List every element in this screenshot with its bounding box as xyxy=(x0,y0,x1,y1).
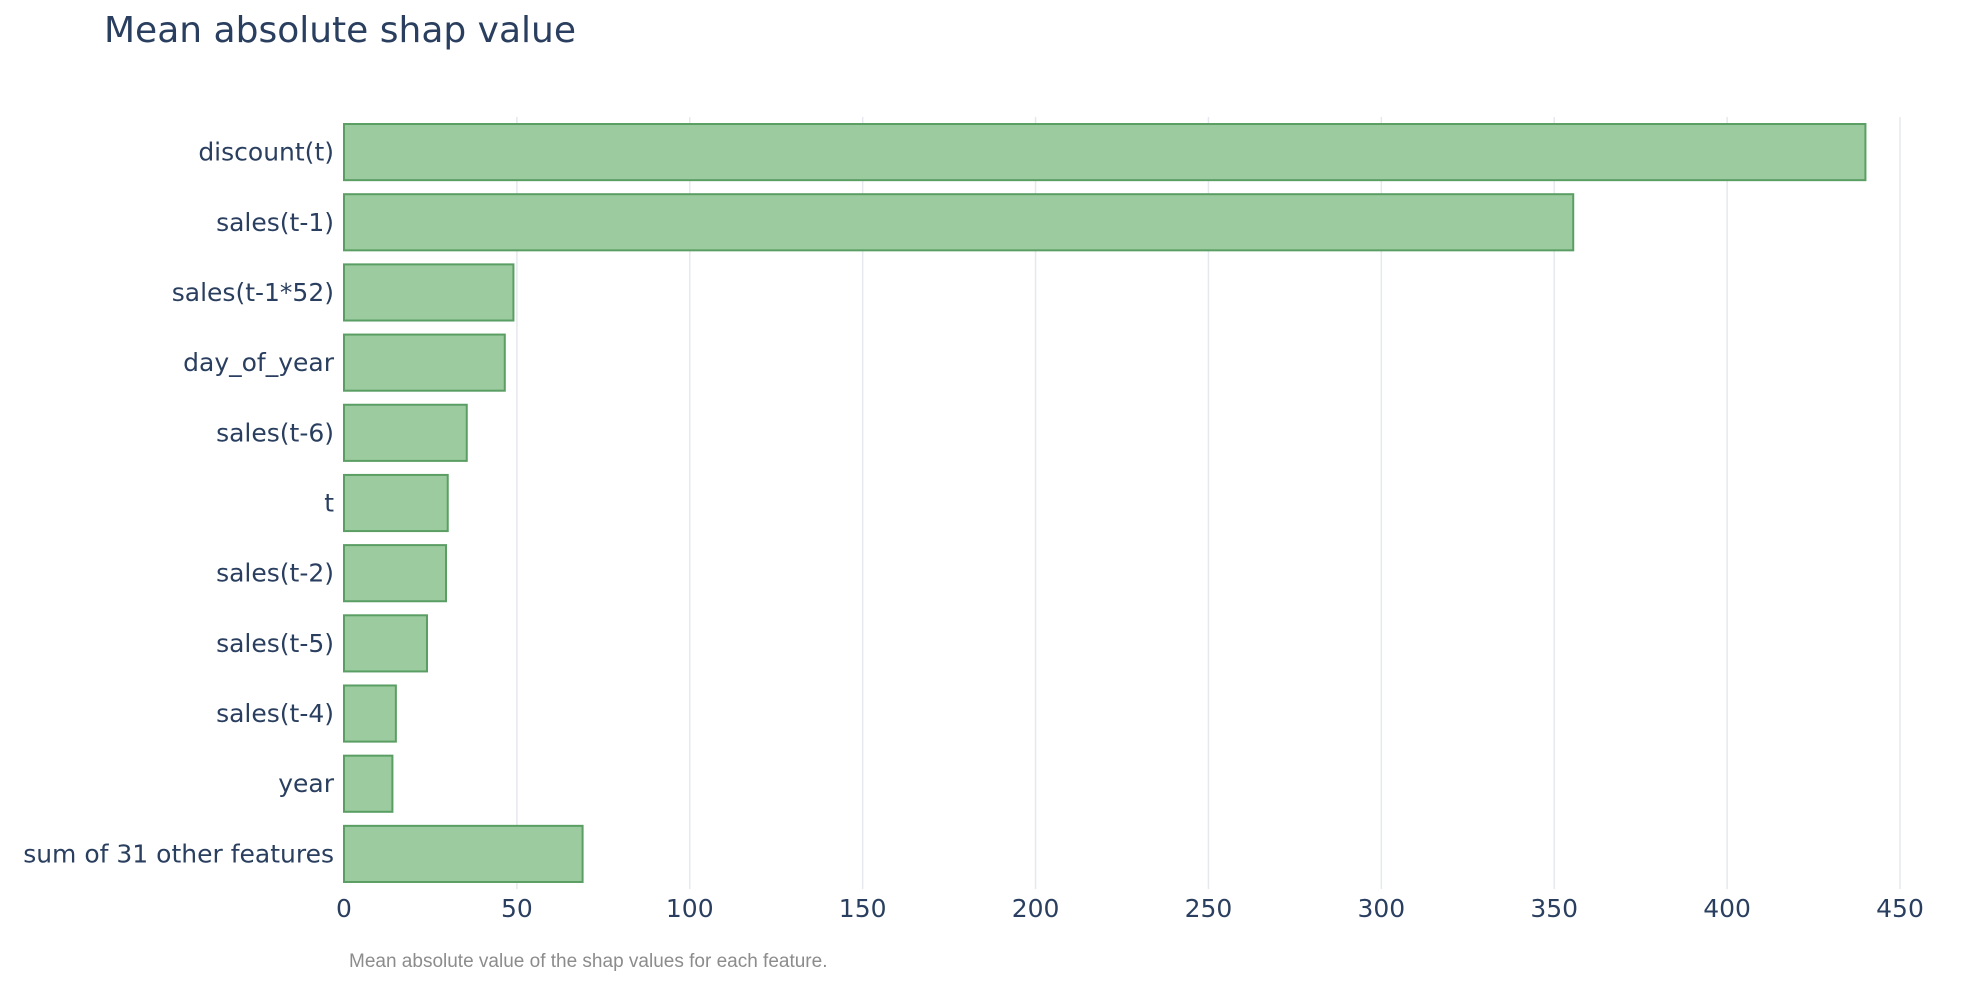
bar xyxy=(343,473,449,533)
y-tick-label: t xyxy=(324,489,334,518)
bars xyxy=(343,123,1867,883)
y-tick-label: sales(t-5) xyxy=(216,629,334,658)
y-tick-label: sales(t-1) xyxy=(216,208,334,237)
y-tick-label: year xyxy=(278,769,334,798)
bar xyxy=(343,193,1575,252)
y-axis-labels: discount(t) sales(t-1) sales(t-1*52) day_of… xyxy=(23,138,335,869)
x-tick-label: 0 xyxy=(336,894,352,923)
bar xyxy=(343,123,1867,182)
x-tick-label: 400 xyxy=(1703,894,1751,923)
x-tick-label: 100 xyxy=(666,894,714,923)
bar xyxy=(343,684,397,743)
chart-title: Mean absolute shap value xyxy=(104,10,577,51)
y-tick-label: sales(t-6) xyxy=(216,418,334,447)
chart-note: Mean absolute value of the shap values f… xyxy=(349,951,828,972)
y-tick-label: sales(t-1*52) xyxy=(172,278,334,307)
x-tick-label: 50 xyxy=(501,894,533,923)
x-tick-label: 350 xyxy=(1530,894,1578,923)
bar xyxy=(343,333,506,392)
y-tick-label: sum of 31 other features xyxy=(23,839,334,868)
bar xyxy=(343,824,584,883)
y-tick-label: discount(t) xyxy=(198,138,334,167)
bar xyxy=(343,754,394,813)
bar xyxy=(343,263,515,322)
y-tick-label: sales(t-4) xyxy=(216,699,334,728)
x-tick-label: 250 xyxy=(1185,894,1233,923)
x-tick-label: 150 xyxy=(839,894,887,923)
x-tick-label: 450 xyxy=(1876,894,1924,923)
y-tick-label: sales(t-2) xyxy=(216,559,334,588)
bar xyxy=(343,544,448,603)
bar xyxy=(343,614,428,673)
x-axis-labels: 0 50 100 150 200 250 300 350 400 450 xyxy=(336,894,1924,923)
y-tick-label: day_of_year xyxy=(183,348,335,377)
x-tick-label: 200 xyxy=(1012,894,1060,923)
x-tick-label: 300 xyxy=(1357,894,1405,923)
bar xyxy=(343,403,468,462)
